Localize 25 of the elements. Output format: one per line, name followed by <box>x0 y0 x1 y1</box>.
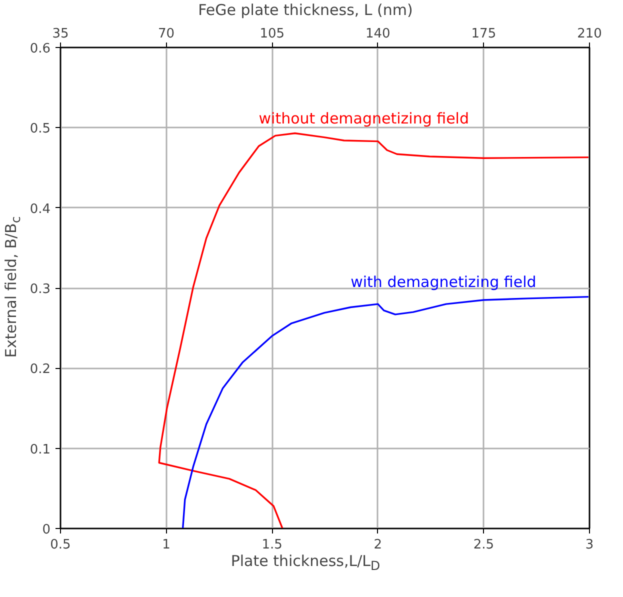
x-tick-label: 2 <box>374 538 382 552</box>
x-tick-label: 1.5 <box>262 538 282 552</box>
x2-tick-label: 175 <box>471 26 496 42</box>
x-tick-label: 1 <box>162 538 170 552</box>
x2-tick-label: 70 <box>158 26 175 42</box>
x2-tick-label: 140 <box>365 26 390 42</box>
x-tick-label: 3 <box>585 538 594 552</box>
y-tick-label: 0.1 <box>30 442 51 458</box>
y-tick-label: 0 <box>42 522 51 538</box>
x-tick-label: 2.5 <box>473 538 494 552</box>
x2-tick-label: 35 <box>52 26 69 42</box>
y-tick-label: 0.5 <box>30 122 51 137</box>
series-label: without demagnetizing field <box>258 109 470 128</box>
line-series <box>182 296 590 528</box>
y-tick-label: 0.2 <box>30 362 51 378</box>
x2-tick-label: 210 <box>577 26 602 42</box>
x2-tick-label: 105 <box>260 26 285 42</box>
x-axis-title: Plate thickness,L/L$_{D}$ <box>230 551 382 575</box>
x2-axis-title: FeGe plate thickness, L (nm) <box>197 0 414 21</box>
series-label: with demagnetizing field <box>350 272 536 291</box>
y-tick-label: 0.6 <box>30 42 51 56</box>
y-tick-label: 0.3 <box>30 282 51 297</box>
y-tick-label: 0.4 <box>30 202 51 217</box>
x-tick-label: 0.5 <box>50 538 71 552</box>
line-series <box>158 132 590 528</box>
